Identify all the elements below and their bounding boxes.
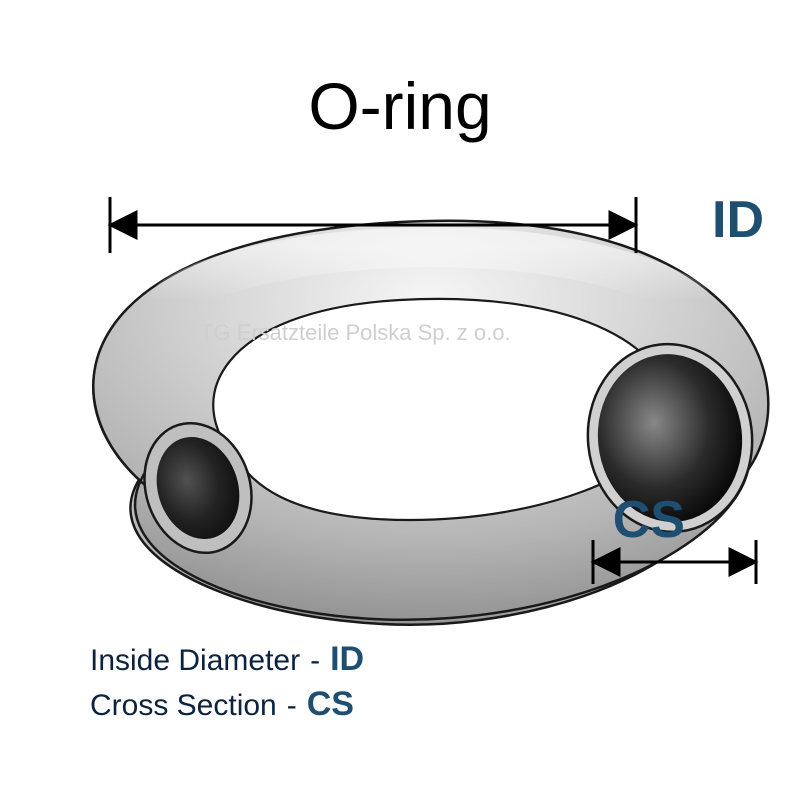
- legend-id-label: Inside Diameter: [90, 644, 300, 678]
- watermark-text: TG Ersatzteile Polska Sp. z o.o.: [200, 320, 511, 346]
- legend-row-id: Inside Diameter - ID: [90, 640, 364, 679]
- legend-cs-abbr: CS: [307, 685, 354, 724]
- diagram-title: O-ring: [0, 68, 800, 144]
- legend-row-cs: Cross Section - CS: [90, 685, 364, 724]
- cs-label: CS: [613, 490, 685, 550]
- legend: Inside Diameter - ID Cross Section - CS: [90, 640, 364, 730]
- diagram-canvas: O-ring ID CS TG Ersatzteile Polska Sp. z…: [0, 0, 800, 800]
- legend-id-abbr: ID: [330, 640, 364, 679]
- id-label: ID: [712, 190, 764, 250]
- legend-separator: -: [287, 689, 297, 723]
- legend-separator: -: [310, 644, 320, 678]
- legend-cs-label: Cross Section: [90, 689, 277, 723]
